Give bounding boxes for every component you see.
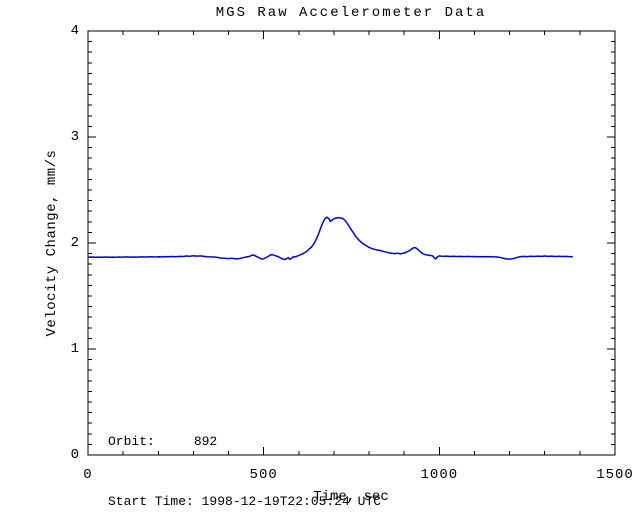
x-tick-label: 1000: [420, 467, 459, 483]
y-tick-label: 1: [70, 341, 79, 357]
chart-title: MGS Raw Accelerometer Data: [215, 5, 487, 21]
x-tick-label: 500: [249, 467, 278, 483]
y-tick-label: 0: [70, 447, 79, 463]
annotation-start-time: Start Time: 1998-12-19T22:05:24 UTC: [108, 494, 382, 509]
y-tick-label: 3: [70, 129, 79, 145]
data-line-velocity_change: [87, 216, 573, 261]
annotation-orbit: Orbit: 892: [108, 434, 218, 449]
x-axis-label: Time, sec: [313, 489, 389, 505]
x-tick-label: 0: [83, 467, 93, 483]
y-tick-label: 2: [70, 235, 79, 251]
x-tick-label: 1500: [596, 467, 634, 483]
y-tick-label: 4: [70, 23, 79, 39]
annotation-block: Orbit: 892 Start Time: 1998-12-19T22:05:…: [108, 392, 381, 512]
